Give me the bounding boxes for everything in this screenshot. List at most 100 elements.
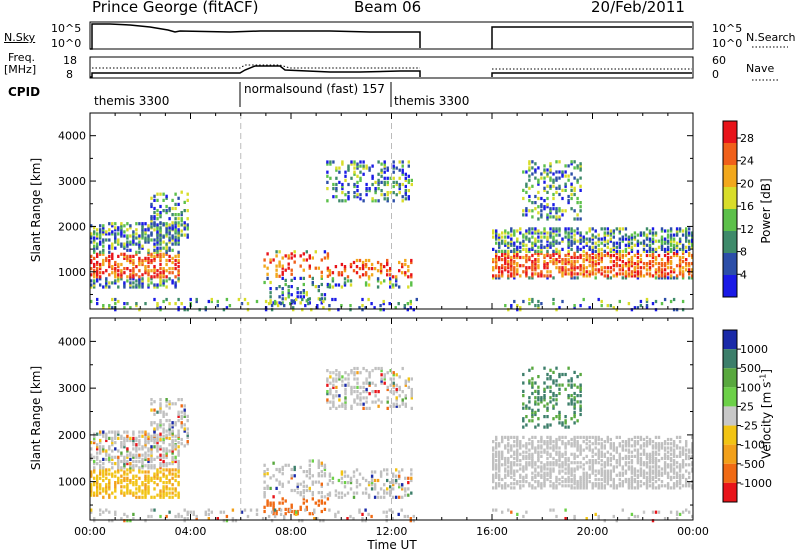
echo-cell (627, 266, 631, 270)
echo-cell (510, 467, 513, 471)
echo-cell (579, 231, 582, 235)
echo-cell (102, 470, 105, 474)
echo-cell (180, 421, 183, 425)
echo-cell (678, 237, 682, 241)
echo-cell (618, 249, 621, 253)
echo-cell (299, 291, 302, 295)
echo-cell (120, 434, 123, 438)
echo-cell (660, 480, 664, 484)
echo-cell (558, 465, 561, 469)
echo-cell (645, 484, 649, 488)
echo-cell (311, 276, 314, 280)
echo-cell (675, 473, 679, 477)
echo-cell (492, 459, 495, 463)
echo-cell (504, 435, 507, 439)
echo-cell (519, 442, 522, 446)
echo-cell (129, 260, 132, 265)
echo-cell (651, 454, 655, 458)
echo-cell (636, 272, 640, 276)
echo-cell (639, 461, 643, 465)
echo-cell (645, 475, 649, 479)
echo-cell (639, 459, 643, 463)
echo-cell (362, 164, 365, 168)
echo-cell (407, 180, 410, 184)
echo-cell (666, 272, 670, 276)
echo-cell (528, 168, 531, 172)
echo-cell (111, 472, 114, 476)
echo-cell (266, 276, 269, 280)
echo-cell (93, 273, 96, 277)
echo-cell (398, 160, 401, 164)
echo-region-7 (90, 297, 418, 312)
echo-cell (129, 481, 132, 485)
echo-cell (576, 166, 579, 170)
echo-cell (299, 491, 302, 495)
echo-cell (528, 406, 531, 410)
echo-cell (90, 470, 93, 474)
echo-cell (666, 471, 670, 475)
echo-cell (630, 258, 634, 262)
echo-cell (359, 164, 362, 168)
echo-cell (600, 452, 603, 456)
echo-cell (564, 258, 567, 262)
echo-cell (669, 446, 673, 450)
echo-cell (132, 438, 135, 443)
echo-cell (588, 239, 591, 243)
echo-cell (573, 262, 576, 266)
echo-cell (353, 385, 356, 389)
echo-cell (138, 250, 141, 254)
echo-cell (552, 381, 555, 385)
colorbar-tick-label: 12 (740, 223, 754, 236)
echo-cell (585, 231, 588, 235)
echo-cell (591, 450, 594, 454)
echo-cell (135, 447, 138, 451)
echo-cell (669, 452, 673, 456)
echo-cell (171, 457, 174, 461)
echo-cell (501, 435, 504, 439)
echo-region-5 (492, 227, 694, 280)
echo-cell (341, 182, 344, 187)
echo-cell (594, 512, 597, 516)
echo-cell (669, 510, 673, 514)
echo-cell (654, 469, 658, 473)
echo-cell (165, 398, 168, 402)
echo-cell (359, 160, 362, 164)
echo-cell (93, 468, 96, 472)
echo-cell (495, 467, 498, 471)
echo-cell (159, 410, 162, 414)
echo-cell (537, 235, 540, 239)
echo-cell (603, 469, 606, 473)
echo-cell (495, 255, 498, 260)
echo-cell (543, 398, 546, 402)
echo-cell (558, 372, 561, 377)
echo-cell (645, 268, 649, 272)
echo-cell (395, 495, 398, 499)
echo-cell (540, 196, 543, 201)
echo-cell (349, 279, 353, 283)
echo-cell (612, 486, 615, 490)
echo-cell (519, 440, 522, 444)
echo-cell (410, 281, 413, 285)
echo-cell (362, 172, 365, 176)
echo-cell (341, 402, 344, 406)
echo-cell (579, 461, 582, 465)
echo-cell (114, 470, 117, 474)
echo-cell (153, 248, 156, 252)
echo-cell (651, 510, 655, 514)
echo-cell (269, 295, 272, 299)
echo-cell (549, 435, 552, 439)
echo-cell (519, 484, 522, 488)
echo-cell (138, 236, 141, 240)
echo-cell (177, 453, 180, 457)
nsky-panel (89, 21, 694, 50)
echo-cell (144, 474, 147, 478)
echo-cell (588, 444, 591, 448)
echo-cell (543, 471, 546, 475)
echo-cell (685, 477, 688, 482)
echo-cell (546, 452, 549, 456)
echo-cell (546, 237, 549, 241)
echo-cell (156, 246, 159, 250)
echo-cell (600, 486, 603, 490)
echo-cell (177, 410, 180, 414)
echo-cell (407, 377, 410, 381)
